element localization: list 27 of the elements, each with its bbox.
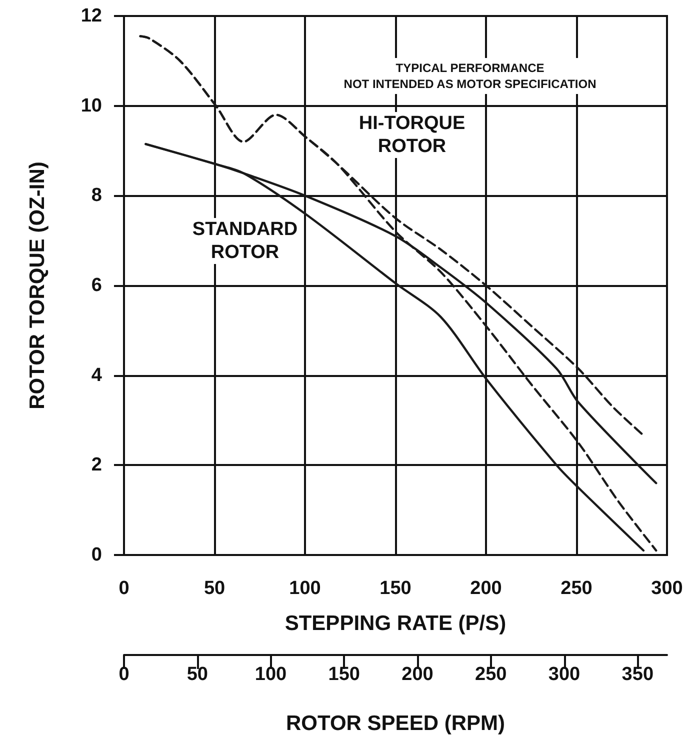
y-tick-label: 2: [91, 454, 102, 476]
y-tick-label: 10: [80, 95, 102, 116]
y-tick-label: 6: [91, 275, 102, 296]
x2-tick-label: 150: [328, 664, 360, 685]
x2-tick-label: 50: [186, 664, 208, 685]
x2-axis-title: ROTOR SPEED (RPM): [286, 712, 505, 735]
x-tick-label: 100: [289, 578, 321, 599]
x2-tick-label: 200: [402, 664, 434, 685]
annotation: TYPICAL PERFORMANCE NOT INTENDED AS MOTOR SPECIFICATION: [344, 61, 596, 91]
annotation: HI-TORQUE ROTOR: [358, 113, 466, 157]
x-tick-label: 0: [118, 578, 130, 599]
y-tick-label: 0: [91, 544, 102, 566]
x-tick-label: 200: [470, 578, 502, 599]
x-tick-label: 250: [560, 578, 592, 599]
y-axis-title: ROTOR TORQUE (OZ-IN): [26, 162, 49, 410]
x2-tick-label: 250: [475, 664, 507, 685]
x-tick-label: 300: [651, 578, 683, 599]
annotation: STANDARD ROTOR: [192, 219, 298, 263]
x2-tick-label: 350: [622, 664, 654, 685]
y-tick-label: 8: [91, 185, 102, 206]
x-tick-label: 150: [380, 578, 412, 599]
x2-tick-label: 300: [548, 664, 580, 685]
x-axis-title: STEPPING RATE (P/S): [284, 612, 506, 635]
x-tick-label: 50: [204, 578, 226, 599]
y-tick-label: 4: [91, 364, 102, 386]
y-tick-label: 12: [80, 6, 102, 26]
x2-tick-label: 100: [254, 664, 287, 685]
